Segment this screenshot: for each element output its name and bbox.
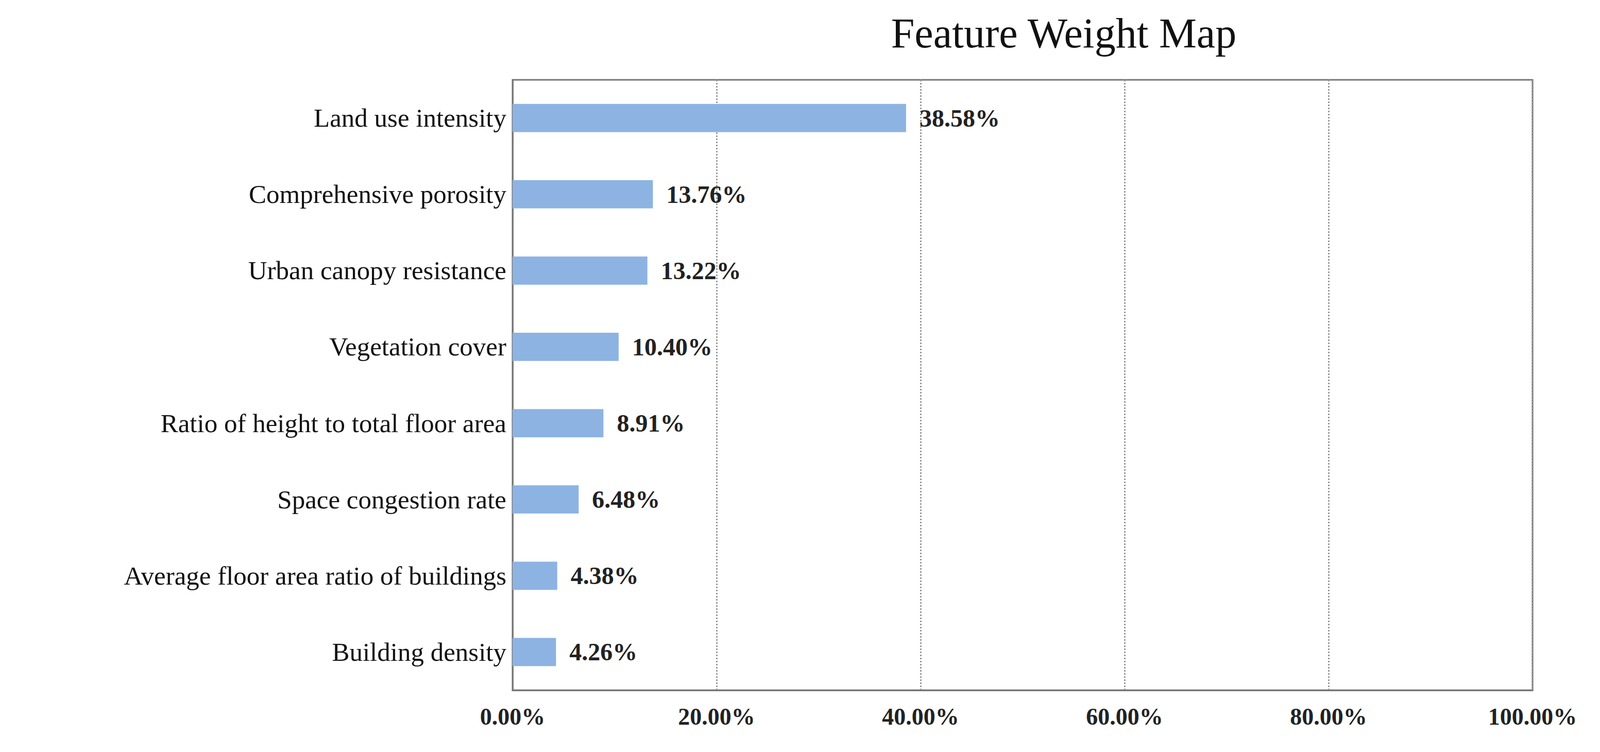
- svg-text:Feature Weight Map: Feature Weight Map: [891, 9, 1237, 57]
- svg-text:Average floor area ratio of bu: Average floor area ratio of buildings: [123, 561, 507, 591]
- svg-text:80.00%: 80.00%: [1289, 703, 1368, 730]
- svg-text:13.76%: 13.76%: [666, 180, 747, 209]
- svg-text:0.00%: 0.00%: [480, 703, 546, 730]
- svg-text:Building density: Building density: [331, 637, 507, 667]
- svg-text:Vegetation cover: Vegetation cover: [329, 332, 507, 362]
- svg-text:8.91%: 8.91%: [616, 409, 685, 437]
- svg-text:13.22%: 13.22%: [660, 257, 742, 285]
- svg-text:Space congestion rate: Space congestion rate: [277, 485, 507, 515]
- svg-text:60.00%: 60.00%: [1085, 703, 1164, 730]
- svg-text:38.58%: 38.58%: [919, 104, 1000, 132]
- svg-text:10.40%: 10.40%: [632, 333, 713, 361]
- svg-text:4.26%: 4.26%: [569, 638, 638, 666]
- svg-text:Land use intensity: Land use intensity: [313, 103, 507, 133]
- svg-text:4.38%: 4.38%: [570, 562, 639, 590]
- svg-text:6.48%: 6.48%: [591, 485, 660, 514]
- svg-text:20.00%: 20.00%: [677, 703, 756, 730]
- svg-text:Ratio of height to total floor: Ratio of height to total floor area: [160, 409, 507, 438]
- svg-text:Urban canopy resistance: Urban canopy resistance: [248, 256, 507, 285]
- svg-text:Comprehensive porosity: Comprehensive porosity: [248, 179, 507, 209]
- svg-text:100.00%: 100.00%: [1488, 703, 1578, 730]
- svg-text:40.00%: 40.00%: [881, 703, 960, 730]
